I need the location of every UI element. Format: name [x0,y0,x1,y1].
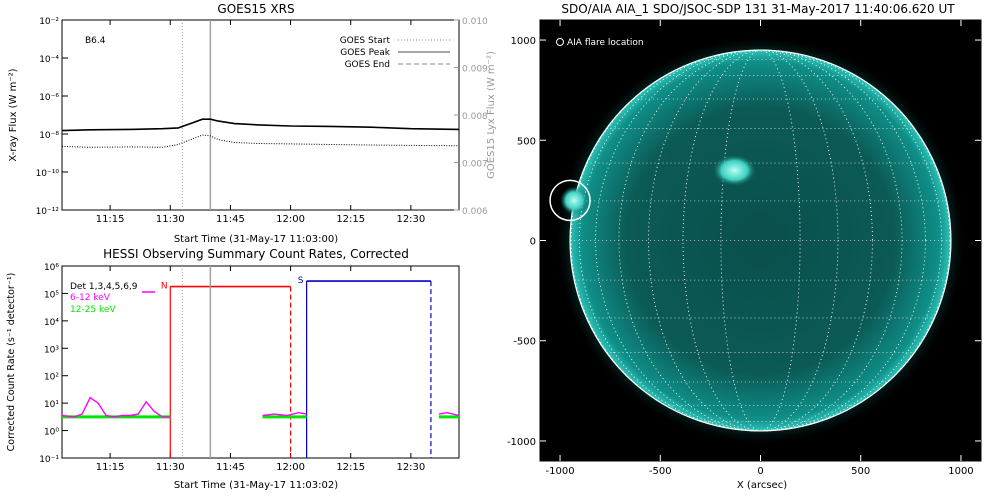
aia-y-tick-label: 1000 [511,36,536,47]
goes-x-tick-label: 11:15 [96,214,125,225]
hessi-x-tick-label: 12:00 [276,462,305,473]
hessi-6-12-line [438,411,460,417]
aia-x-tick-label: -1000 [546,466,575,477]
aia-x-tick-label: 1000 [948,466,973,477]
aia-panel: SDO/AIA AIA_1 SDO/JSOC-SDP 131 31-May-20… [507,2,982,491]
aia-solar-disk [570,50,951,431]
goes-right-axis-label: GOES15 Lyx Flux (W m⁻²) [486,51,497,179]
hessi-x-tick-label: 11:30 [156,462,185,473]
goes-y-tick-label: 10⁻⁶ [39,93,59,103]
aia-x-tick-label: 0 [757,466,763,477]
goes-y-axis-label: X-ray Flux (W m⁻²) [8,68,19,161]
goes-y-tick-label: 10⁻¹⁰ [36,169,60,179]
hessi-y-tick-label: 10⁶ [44,263,59,273]
goes-legend: GOES Start GOES Peak GOES End [340,36,450,70]
aia-flare-glow [560,186,589,215]
aia-grid-longitude-line [595,49,926,432]
aia-y-tick-label: -1000 [507,437,536,448]
goes-x-tick-label: 12:15 [336,214,365,225]
aia-grid-longitude-line [618,49,903,432]
hessi-6-12-line [61,396,171,418]
aia-legend-circle-icon [556,38,564,46]
goes-class-annotation: B6.4 [85,36,106,46]
aia-legend-label: AIA flare location [567,38,644,48]
aia-y-tick-label: -500 [513,337,536,348]
goes-y-tick-label: 10⁻⁸ [39,131,59,141]
hessi-y-axis-label: Corrected Count Rate (s⁻¹ detector⁻¹) [6,273,17,452]
aia-y-tick-label: 500 [517,136,536,147]
hessi-marks: 11:15 11:30 11:45 12:00 12:15 12:30 10⁻¹ 10⁰ 10¹… [39,263,460,473]
hessi-x-tick-label: 12:30 [396,462,425,473]
hessi-legend-6-12: 6-12 keV [70,293,111,303]
hessi-y-tick-label: 10⁵ [44,290,59,300]
goes-legend-start-label: GOES Start [340,36,391,46]
hessi-legend-12-25: 12-25 keV [70,305,116,315]
aia-x-tick-label: 500 [851,466,870,477]
goes-y-tick-label: 10⁻⁴ [39,55,59,65]
goes-legend-end-label: GOES End [345,60,390,70]
aia-title: SDO/AIA AIA_1 SDO/JSOC-SDP 131 31-May-20… [561,2,955,16]
hessi-legend: Det 1,3,4,5,6,9 6-12 keV 12-25 keV [70,282,155,315]
hessi-y-tick-label: 10⁴ [44,318,59,328]
goes-legend-peak-label: GOES Peak [340,48,390,58]
goes-long-channel-line [61,118,460,132]
aia-bright-active-region [712,154,757,187]
hessi-x-tick-label: 11:45 [216,462,245,473]
hessi-x-tick-label: 12:15 [336,462,365,473]
goes-right-y-tick-label: 0.008 [462,112,488,122]
hessi-y-tick-label: 10¹ [44,400,59,410]
aia-flare-location-circle [549,179,591,222]
goes-right-y-tick-label: 0.010 [462,17,488,27]
hessi-legend-detectors: Det 1,3,4,5,6,9 [70,282,138,292]
hessi-x-tick-label: 11:15 [96,462,125,473]
goes-title: GOES15 XRS [217,2,294,16]
goes-panel: GOES15 XRS 11:15 11:30 11:45 12:00 12:15 12:3… [8,2,497,245]
goes-x-tick-label: 12:30 [396,214,425,225]
goes-short-channel-line [61,134,460,148]
hessi-flag-label: N [161,282,168,292]
hessi-plot-frame [61,265,460,459]
hessi-panel: HESSI Observing Summary Count Rates, Cor… [6,247,460,491]
goes-right-y-tick-label: 0.009 [462,65,488,75]
goes-x-tick-label: 11:30 [156,214,185,225]
goes-y-tick-label: 10⁻¹² [36,207,60,217]
hessi-y-tick-label: 10⁻¹ [39,455,59,465]
hessi-flag-label: S [298,276,304,286]
goes-x-axis-label: Start Time (31-May-17 11:03:00) [174,234,338,245]
goes-right-y-tick-label: 0.007 [462,160,488,170]
aia-limb-circle [569,49,952,432]
aia-grid-longitude-line [570,49,951,432]
goes-y-tick-label: 10⁻² [39,17,59,27]
goes-x-tick-label: 11:45 [216,214,245,225]
aia-axes: -1000 -500 0 500 1000 -1000 -500 0 500 1000 [507,20,981,477]
goes-right-y-tick-label: 0.006 [462,207,488,217]
aia-x-axis-label: X (arcsec) [737,480,787,491]
hessi-title: HESSI Observing Summary Count Rates, Cor… [103,247,409,261]
hessi-y-tick-label: 10² [44,373,59,383]
aia-x-tick-label: -500 [649,466,672,477]
aia-y-tick-label: 0 [530,237,536,248]
goes-plot-frame [61,19,460,211]
goes-x-tick-label: 12:00 [276,214,305,225]
hessi-x-axis-label: Start Time (31-May-17 11:03:02) [174,480,338,491]
hessi-y-tick-label: 10⁰ [44,428,59,438]
aia-grid-longitude-line [578,49,943,432]
goes-marks: 11:15 11:30 11:45 12:00 12:15 12:30 10⁻¹² 10⁻¹⁰… [36,17,488,225]
hessi-y-tick-label: 10³ [44,345,59,355]
hessi-6-12-line [262,411,307,417]
